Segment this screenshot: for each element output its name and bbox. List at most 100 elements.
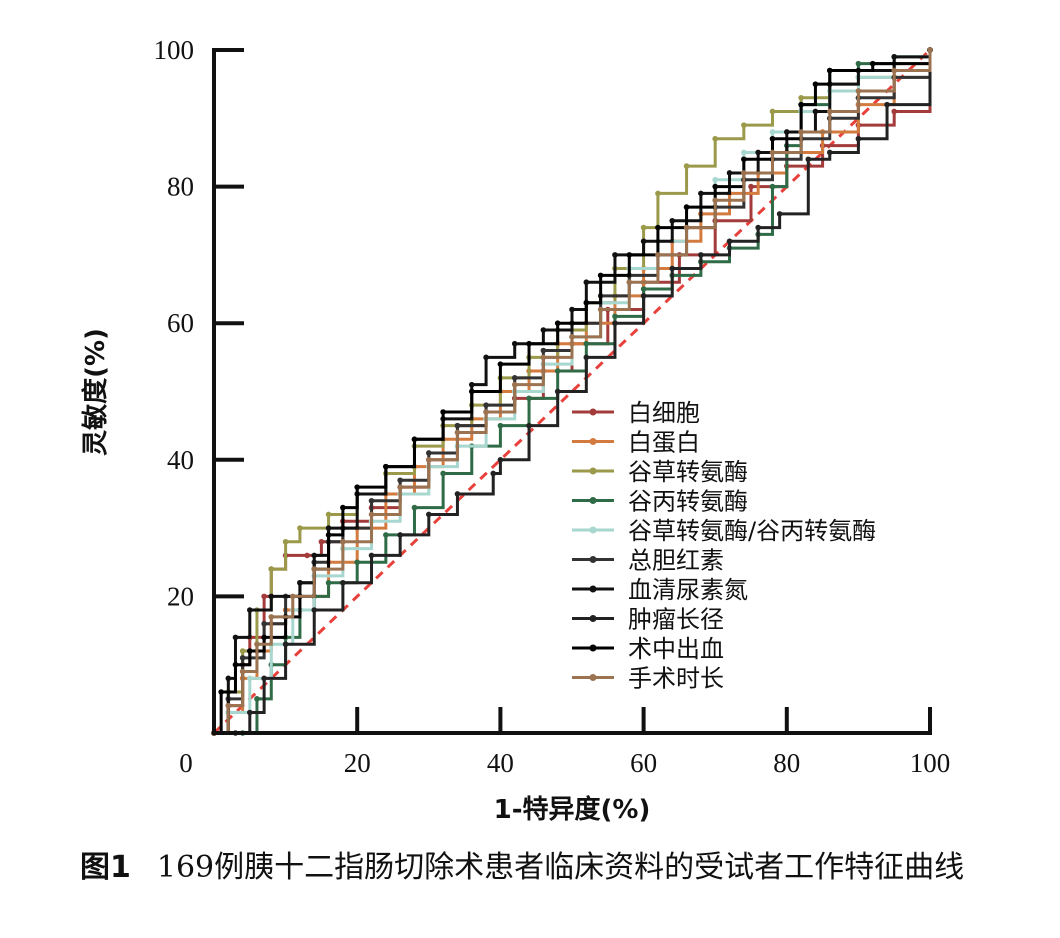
data-point bbox=[254, 696, 260, 702]
y-tick-label: 20 bbox=[167, 581, 194, 611]
data-point bbox=[869, 60, 876, 67]
data-point bbox=[311, 607, 318, 613]
data-point bbox=[655, 252, 661, 258]
data-point bbox=[297, 579, 303, 586]
data-point bbox=[769, 108, 776, 115]
data-point bbox=[698, 252, 704, 258]
legend-label: 术中出血 bbox=[628, 635, 724, 663]
y-tick-label: 40 bbox=[167, 445, 194, 475]
data-point bbox=[411, 436, 418, 443]
data-point bbox=[397, 484, 403, 490]
data-point bbox=[884, 101, 890, 108]
data-point bbox=[247, 709, 253, 716]
data-point bbox=[340, 504, 346, 511]
data-point bbox=[468, 388, 475, 395]
legend-entry: 血清尿素氮 bbox=[572, 576, 748, 604]
figure-caption-prefix: 图1 bbox=[80, 850, 131, 885]
legend-label: 总胆红素 bbox=[628, 547, 724, 575]
data-point bbox=[826, 67, 833, 74]
data-point bbox=[239, 648, 246, 654]
x-tick-label: 60 bbox=[630, 748, 657, 778]
data-point bbox=[826, 108, 833, 115]
data-point bbox=[891, 54, 897, 60]
data-point bbox=[497, 361, 504, 367]
data-point bbox=[261, 634, 267, 641]
data-point bbox=[261, 620, 267, 627]
data-point bbox=[311, 552, 318, 559]
data-point bbox=[741, 170, 747, 176]
data-point bbox=[784, 129, 790, 135]
data-point bbox=[239, 655, 246, 661]
series-10 bbox=[211, 47, 933, 736]
data-point bbox=[776, 211, 783, 217]
data-point bbox=[769, 135, 776, 142]
data-point bbox=[397, 532, 403, 538]
data-point bbox=[511, 340, 518, 347]
data-point bbox=[282, 538, 289, 545]
data-point bbox=[311, 566, 318, 572]
data-point bbox=[297, 525, 303, 531]
axes: 0 20 40 60 80 100 20 40 60 80 100 bbox=[154, 35, 951, 778]
data-point bbox=[769, 183, 776, 190]
data-point bbox=[426, 450, 432, 456]
figure-caption-text: 169例胰十二指肠切除术患者临床资料的受试者工作特征曲线 bbox=[156, 850, 965, 885]
data-point bbox=[769, 149, 776, 156]
y-tick-label: 100 bbox=[154, 35, 195, 65]
data-point bbox=[583, 354, 590, 361]
data-point bbox=[526, 340, 532, 347]
series-8 bbox=[211, 47, 933, 736]
data-point bbox=[597, 306, 604, 313]
data-point bbox=[540, 327, 547, 333]
data-point bbox=[261, 675, 267, 682]
data-point bbox=[483, 409, 489, 415]
data-point bbox=[640, 286, 647, 292]
x-axis-label: 1-特异度(%) bbox=[494, 794, 651, 825]
data-point bbox=[554, 388, 561, 395]
data-point bbox=[239, 668, 246, 675]
data-point bbox=[325, 579, 332, 586]
data-point bbox=[855, 135, 862, 142]
data-point bbox=[490, 470, 497, 477]
legend-marker bbox=[589, 497, 597, 504]
data-point bbox=[805, 156, 812, 163]
data-point bbox=[354, 484, 361, 490]
data-point bbox=[683, 224, 690, 231]
data-point bbox=[891, 67, 897, 74]
legend-entry: 谷丙转氨酶 bbox=[572, 488, 748, 516]
legend-label: 谷丙转氨酶 bbox=[628, 488, 748, 516]
legend-marker bbox=[589, 526, 597, 534]
data-point bbox=[325, 511, 332, 518]
data-point bbox=[748, 183, 754, 190]
data-point bbox=[798, 101, 804, 108]
legend-entry: 手术时长 bbox=[572, 665, 724, 693]
data-point bbox=[247, 648, 253, 654]
x-tick-label: 40 bbox=[487, 748, 514, 778]
x-tick-label: 20 bbox=[344, 748, 371, 778]
legend-marker bbox=[589, 467, 597, 475]
data-point bbox=[569, 306, 575, 313]
data-point bbox=[569, 334, 575, 340]
data-point bbox=[612, 313, 618, 320]
data-point bbox=[683, 163, 690, 169]
data-point bbox=[247, 607, 253, 613]
data-point bbox=[812, 108, 819, 115]
legend-marker bbox=[589, 615, 597, 622]
data-point bbox=[289, 593, 296, 600]
data-point bbox=[261, 593, 267, 600]
data-point bbox=[798, 95, 804, 101]
legend-label: 手术时长 bbox=[628, 665, 724, 693]
data-point bbox=[268, 593, 275, 600]
data-point bbox=[483, 354, 489, 361]
data-point bbox=[526, 395, 532, 402]
data-point bbox=[383, 532, 389, 538]
x-tick-label: 100 bbox=[910, 748, 951, 778]
data-point bbox=[254, 641, 260, 648]
data-point bbox=[640, 238, 647, 245]
data-point bbox=[526, 422, 532, 429]
data-point bbox=[511, 381, 518, 388]
legend-marker bbox=[589, 674, 597, 681]
data-point bbox=[282, 641, 289, 648]
data-point bbox=[683, 204, 690, 210]
data-point bbox=[698, 190, 704, 197]
figure-caption: 图1 169例胰十二指肠切除术患者临床资料的受试者工作特征曲线 bbox=[80, 846, 1040, 890]
